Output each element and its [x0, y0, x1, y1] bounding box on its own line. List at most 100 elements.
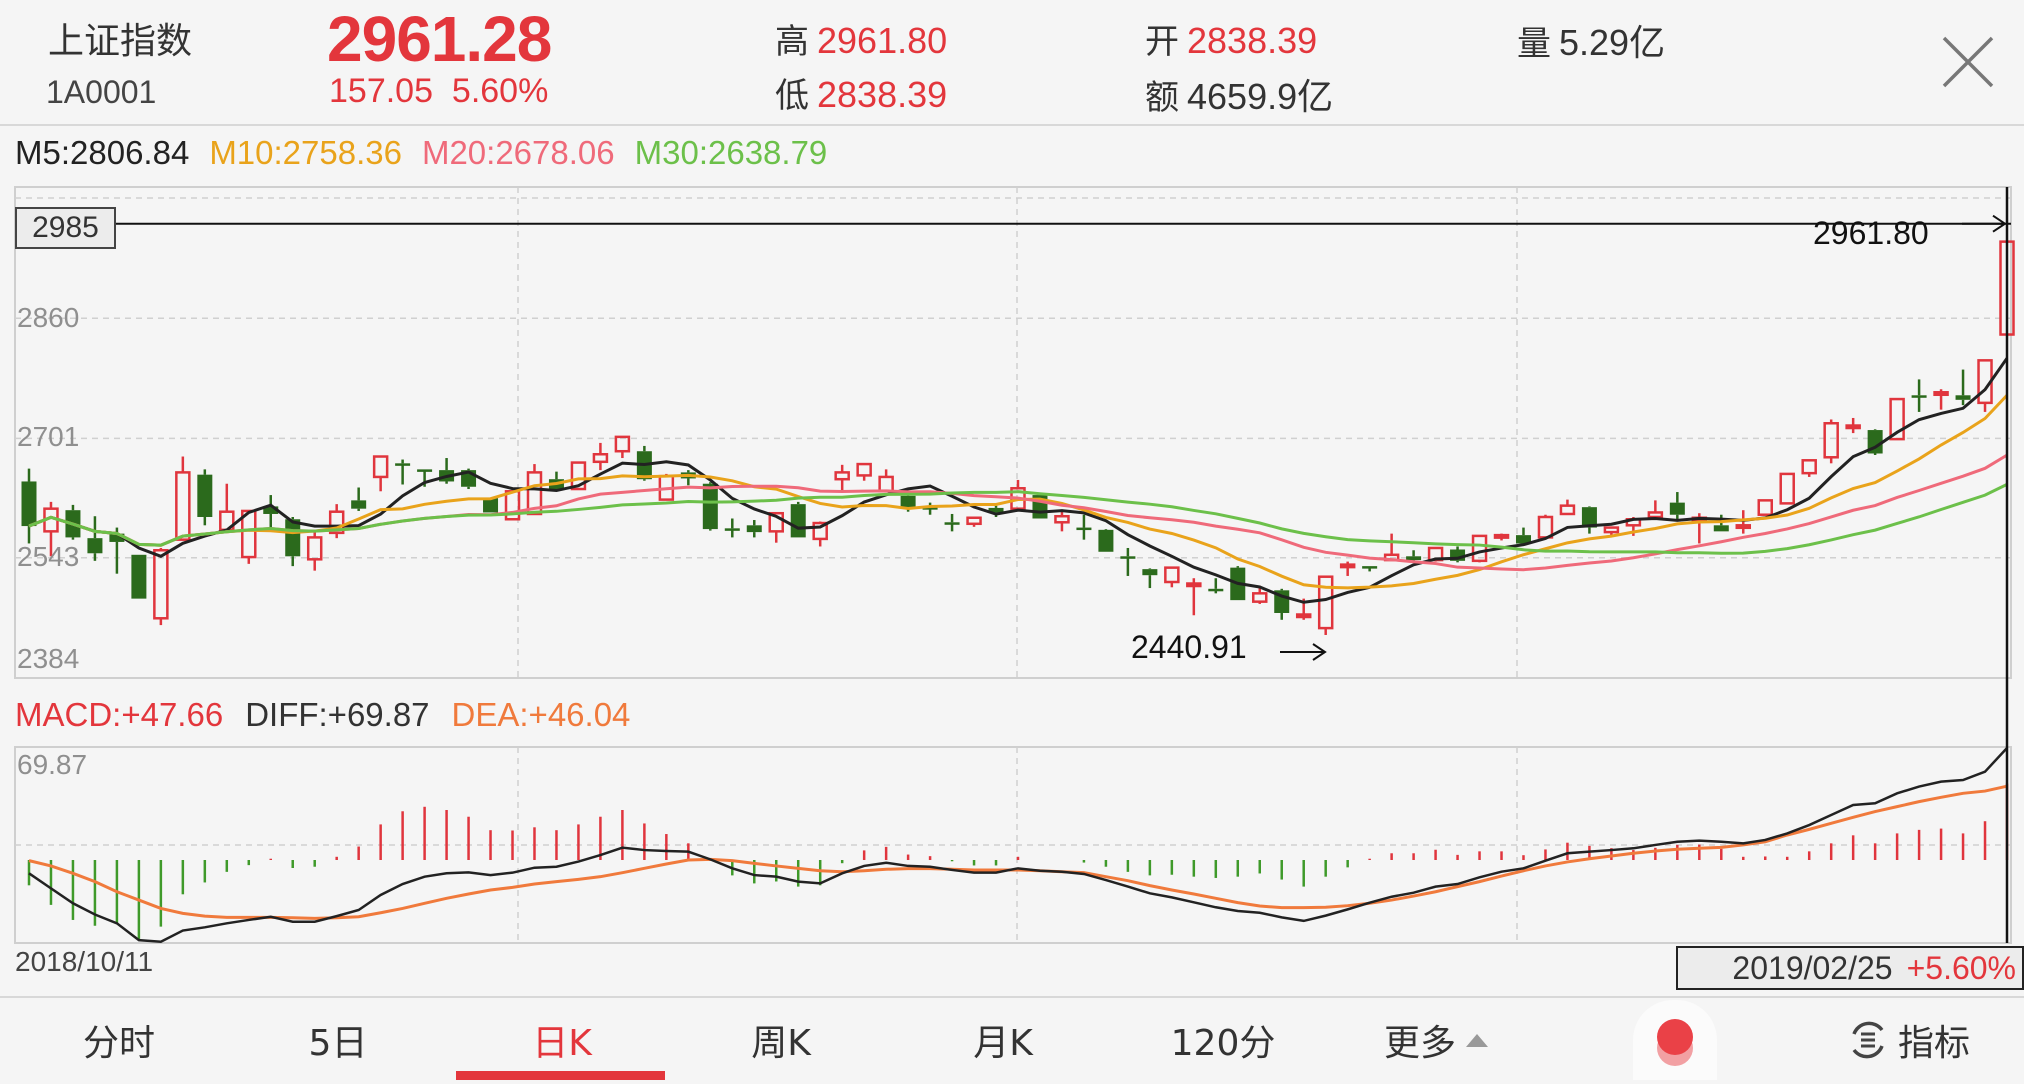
candle-body-up — [1889, 397, 1905, 441]
tab-120min[interactable]: 120分 — [1170, 1023, 1276, 1064]
candle-body-up — [328, 510, 345, 535]
indicator-switch-icon — [1852, 1021, 1884, 1059]
candle — [1339, 561, 1356, 576]
candle-body-up — [175, 471, 191, 541]
candle-body-up — [1164, 566, 1180, 584]
candle — [790, 501, 806, 538]
candle — [1208, 578, 1224, 594]
ma5-line — [28, 357, 2009, 604]
active-tab-underline — [456, 1071, 665, 1080]
close-button[interactable] — [1938, 32, 1998, 92]
candle-body-up — [966, 516, 982, 526]
candle-body-up — [1537, 515, 1554, 539]
candle — [395, 459, 411, 485]
candle-body-down — [1120, 556, 1136, 559]
candle — [1317, 575, 1334, 635]
stat-volume: 量 5.29亿 — [1517, 14, 1665, 66]
candle — [1845, 417, 1861, 434]
candle — [1362, 566, 1378, 572]
candle-body-down — [922, 507, 938, 510]
candle-body-down — [1142, 569, 1158, 576]
candle — [1647, 500, 1664, 519]
candle-body-up — [306, 536, 323, 561]
candle-body-down — [1098, 529, 1114, 552]
candle — [944, 513, 960, 532]
stat-amount: 额 4659.9亿 — [1145, 68, 1333, 120]
candle — [263, 495, 279, 528]
stat-label: 量 — [1517, 24, 1551, 64]
ma10-value: M10:2758.36 — [209, 134, 402, 171]
candle — [812, 521, 828, 547]
macd-top-label: 69.87 — [17, 749, 88, 780]
candle — [1889, 397, 1905, 441]
indicator-button[interactable]: 指标 — [1846, 1012, 1970, 1068]
change-value: 157.05 — [329, 72, 433, 110]
candle-body-down — [285, 519, 301, 557]
index-code: 1A0001 — [46, 74, 157, 110]
candle — [1471, 534, 1488, 563]
tab-intraday[interactable]: 分时 — [82, 1023, 156, 1064]
candle-body-up — [1735, 524, 1752, 530]
candle-body-up — [1054, 514, 1070, 524]
stat-open: 开 2838.39 — [1145, 14, 1317, 63]
candle-body-up — [372, 455, 389, 479]
candle-body-down — [1450, 549, 1466, 561]
candle-body-down — [1955, 395, 1971, 400]
tab-5day[interactable]: 5日 — [308, 1023, 368, 1064]
candle-body-up — [1471, 534, 1488, 563]
candle — [1581, 506, 1597, 534]
tab-daily-k[interactable]: 日K — [532, 1023, 592, 1064]
high-annotation: 2961.80 — [1813, 215, 1929, 251]
candle-body-up — [1757, 499, 1773, 516]
candle-body-up — [1603, 526, 1620, 534]
candle — [746, 520, 762, 538]
candle — [285, 516, 301, 567]
ma30-line — [28, 483, 2008, 555]
red-dot-icon — [1657, 1019, 1693, 1066]
crosshair-price-label: 2985 — [15, 207, 116, 249]
candle — [1559, 499, 1576, 516]
candle-body-up — [1559, 504, 1576, 516]
candle-body-down — [1208, 588, 1224, 592]
candle-body-up — [1801, 459, 1817, 475]
kline-chart[interactable] — [0, 0, 2024, 1000]
candle — [1493, 533, 1510, 541]
candle — [856, 462, 872, 481]
candle-body-up — [1823, 422, 1839, 459]
low-annotation: 2440.91 — [1131, 629, 1247, 665]
current-price: 2961.28 — [327, 3, 552, 75]
candle — [680, 470, 696, 486]
record-button[interactable] — [1633, 1000, 1717, 1080]
candle-body-up — [1779, 472, 1795, 505]
candle — [1911, 379, 1927, 412]
index-name: 上证指数 — [48, 21, 193, 62]
candle-body-down — [1406, 556, 1422, 561]
candle — [197, 469, 213, 526]
candle-body-down — [1362, 566, 1378, 569]
candle — [1735, 510, 1752, 534]
candle-body-up — [1317, 575, 1334, 630]
candle — [966, 516, 982, 527]
candle-body-up — [1339, 563, 1356, 569]
candle-body-up — [1933, 391, 1949, 397]
indicator-label: 指标 — [1897, 1023, 1971, 1064]
candle-body-up — [570, 461, 587, 491]
candle-body-down — [724, 528, 740, 531]
stat-label: 开 — [1145, 22, 1179, 62]
candle-body-up — [526, 471, 543, 516]
tab-more[interactable]: 更多 — [1384, 1012, 1490, 1068]
period-tabbar: 分时 5日 日K 周K 月K 120分 更多 指标 — [0, 998, 2024, 1080]
candle — [1032, 493, 1048, 519]
tab-monthly-k[interactable]: 月K — [973, 1023, 1033, 1064]
candle — [614, 435, 631, 459]
ma-legend: M5:2806.84 M10:2758.36 M20:2678.06 M30:2638… — [15, 134, 847, 172]
candle — [1186, 578, 1202, 616]
candle — [131, 554, 147, 599]
candle — [878, 469, 894, 493]
selected-date: 2019/02/25 — [1732, 949, 1893, 986]
tab-weekly-k[interactable]: 周K — [751, 1023, 811, 1064]
candle-body-down — [1581, 507, 1597, 528]
candle — [1757, 499, 1773, 516]
stat-high: 高 2961.80 — [775, 14, 947, 63]
macd-legend: MACD:+47.66 DIFF:+69.87 DEA:+46.04 — [15, 696, 652, 734]
